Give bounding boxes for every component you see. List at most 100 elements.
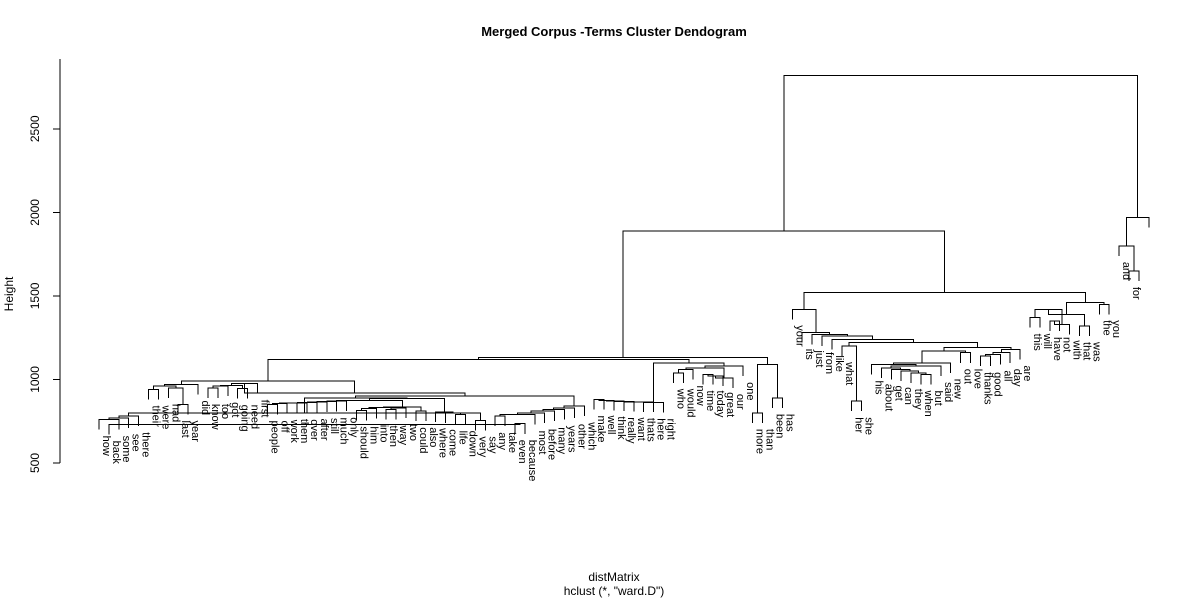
leaf-label: make [595, 416, 607, 443]
y-axis: 500 1000 1500 2000 2500 [28, 58, 61, 473]
leaf-label: had [169, 404, 181, 422]
dendrogram-branch [1078, 325, 1090, 337]
dendrogram-branch [148, 388, 159, 400]
leaf-label: two [407, 424, 419, 441]
leaf-label: life [457, 431, 469, 445]
dendrogram-branch [757, 363, 778, 413]
chart-title: Merged Corpus -Terms Cluster Dendogram [481, 24, 747, 39]
leaf-label: been [773, 414, 785, 438]
leaf-label: really [625, 417, 637, 444]
leaf-label: are [1021, 365, 1033, 381]
method-sublabel: hclust (*, "ward.D") [564, 584, 665, 598]
dendrogram-branch [207, 387, 219, 398]
dendrogram-branch [752, 412, 764, 423]
leaf-label: before [546, 429, 558, 460]
leaf-label: they [912, 389, 924, 410]
leaf-label: last [179, 421, 191, 438]
dendrogram-branch [297, 402, 318, 413]
dendrogram-branch [921, 350, 967, 363]
leaf-label: get [892, 385, 904, 400]
leaf-label: many [556, 427, 568, 454]
dendrogram-branch [177, 404, 189, 415]
leaf-label: but [932, 390, 944, 405]
leaf-label: her [853, 417, 865, 433]
leaf-label: than [764, 429, 776, 450]
dendrogram-branch [771, 397, 783, 408]
leaf-label: any [496, 432, 508, 450]
dendrogram-branch [811, 333, 848, 345]
leaf-label: very [476, 436, 488, 457]
dendrogram-branch [494, 415, 506, 427]
leaf-label: way [397, 425, 409, 446]
leaf-label: not [1061, 337, 1073, 352]
leaf-label: other [575, 424, 587, 449]
leaf-label: this [1031, 334, 1043, 352]
dendrogram-branch [672, 372, 684, 383]
y-axis-label: Height [2, 276, 16, 311]
dendrogram-branch [474, 419, 486, 431]
leaf-label: about [882, 384, 894, 412]
leaf-label: there [140, 432, 152, 457]
leaf-label: today [714, 390, 726, 417]
leaf-label: said [942, 382, 954, 402]
leaf-label: would [684, 388, 696, 418]
dendrogram-branch [355, 395, 575, 407]
dendrogram-branch [279, 402, 298, 413]
dendrogram-branch [821, 335, 874, 347]
leaf-label: got [229, 402, 241, 417]
leaf-label: people [268, 421, 280, 454]
dendrogram-branch [499, 414, 536, 425]
dendrogram-branch [851, 400, 863, 412]
dendrogram-branch [1126, 216, 1150, 246]
x-axis-label: distMatrix [588, 570, 639, 584]
dendrogram-branch [715, 376, 734, 388]
dendrogram-branch [360, 408, 377, 419]
leaf-label: well [605, 415, 617, 435]
leaf-label: over [308, 419, 320, 441]
dendrogram-branch [152, 385, 177, 390]
leaf-label: day [1011, 369, 1023, 387]
leaf-label: going [239, 405, 251, 432]
dendrogram-branches [98, 74, 1150, 435]
leaf-label: because [526, 440, 538, 482]
dendrogram-branch [920, 373, 932, 385]
dendrogram-branch [435, 411, 454, 423]
dendrogram-branch [943, 347, 1012, 352]
leaf-label: think [615, 416, 627, 440]
leaf-label: from [823, 352, 835, 374]
leaf-label: did [199, 400, 211, 415]
leaf-label: were [159, 405, 171, 430]
dendrogram-branch [643, 402, 665, 413]
leaf-label: here [655, 418, 667, 440]
dendrogram-branch [979, 355, 991, 367]
y-tick-label: 500 [28, 453, 42, 473]
y-tick-label: 1000 [28, 366, 42, 393]
leaf-label: come [447, 429, 459, 456]
leaf-label: year [189, 421, 201, 443]
leaf-label: great [724, 392, 736, 417]
dendrogram-branch [871, 363, 917, 375]
leaf-label: good [991, 372, 1003, 396]
leaf-label: also [427, 427, 439, 447]
leaf-label: then [387, 426, 399, 447]
dendrogram-branch [960, 352, 972, 363]
leaf-label: one [744, 382, 756, 400]
leaf-label: your [793, 325, 805, 347]
leaf-label: into [377, 425, 389, 443]
dendrogram-branch [685, 367, 725, 378]
leaf-label: just [813, 349, 825, 367]
leaf-label: out [962, 369, 974, 384]
leaf-label: she [863, 417, 875, 435]
dendrogram-branch [1049, 320, 1061, 332]
dendrogram-branch [356, 409, 367, 421]
leaf-label: see [130, 434, 142, 452]
leaf-label: back [110, 441, 122, 465]
dendrogram-branch [1048, 309, 1085, 326]
dendrogram-branch [880, 367, 902, 378]
leaf-label: for [1130, 287, 1142, 300]
dendrogram-branch [108, 417, 130, 428]
dendrogram-branch [803, 292, 1086, 310]
leaf-label: can [902, 387, 914, 405]
dendrogram-branch [336, 399, 403, 408]
